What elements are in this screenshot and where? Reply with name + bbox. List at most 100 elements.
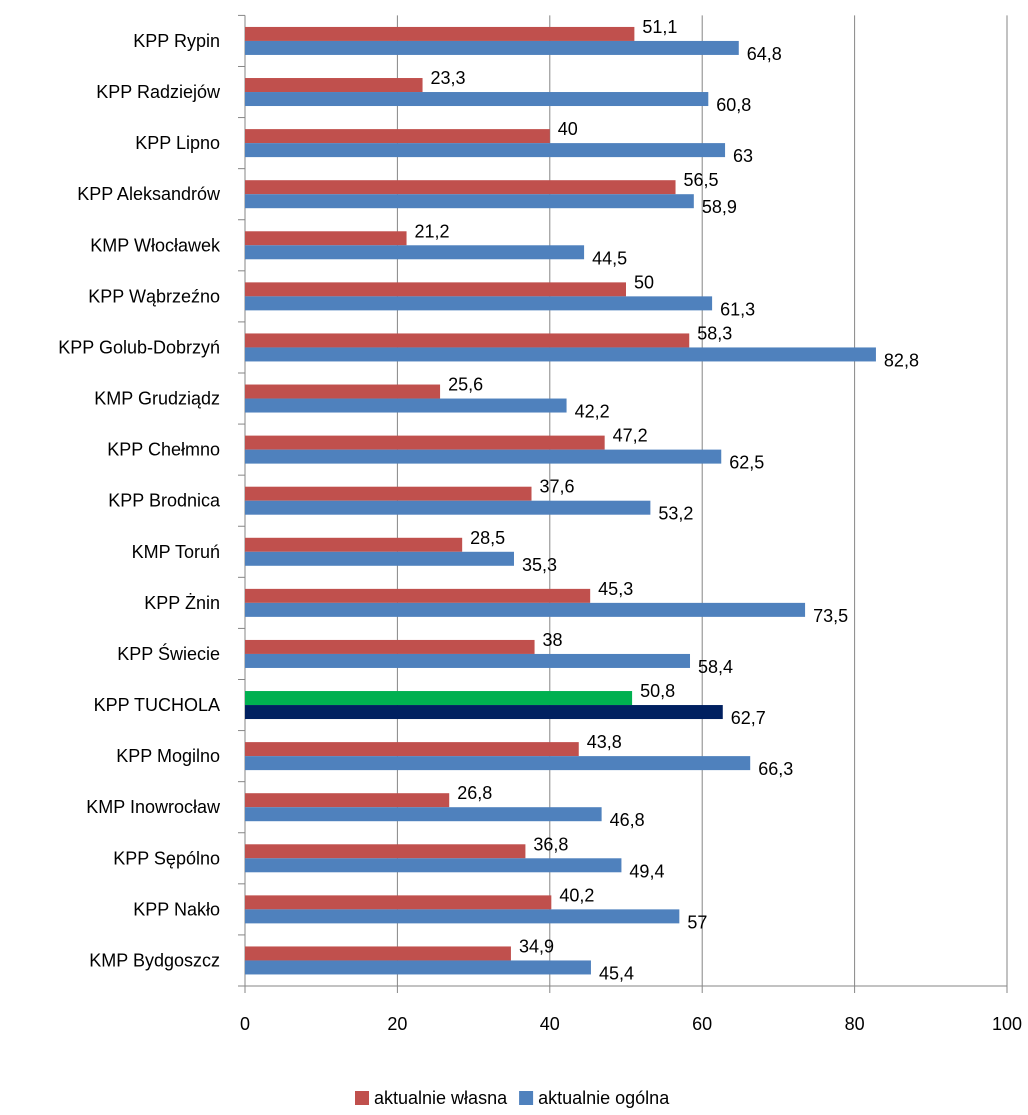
bar <box>245 895 552 910</box>
bar <box>245 705 723 720</box>
value-label: 26,8 <box>457 783 492 803</box>
y-tick-label: KPP Wąbrzeźno <box>88 286 220 306</box>
value-label: 56,5 <box>684 170 719 190</box>
bar <box>245 143 726 158</box>
legend-label: aktualnie własna <box>374 1088 508 1108</box>
bar <box>245 588 591 603</box>
y-tick-label: KPP Golub-Dobrzyń <box>58 337 220 357</box>
legend-label: aktualnie ogólna <box>538 1088 670 1108</box>
value-label: 25,6 <box>448 375 483 395</box>
bar <box>245 384 441 399</box>
value-label: 57 <box>687 912 707 932</box>
value-label: 36,8 <box>533 834 568 854</box>
legend-swatch <box>519 1091 534 1105</box>
value-label: 61,3 <box>720 299 755 319</box>
y-tick-label: KPP Radziejów <box>96 82 221 102</box>
value-label: 45,4 <box>599 963 634 983</box>
bar <box>245 245 585 260</box>
bar <box>245 639 535 654</box>
y-tick-label: KPP Nakło <box>133 899 220 919</box>
bar <box>245 333 690 348</box>
bar <box>245 398 567 413</box>
bar <box>245 500 651 515</box>
y-tick-label: KPP Chełmno <box>107 440 220 460</box>
bar <box>245 691 633 706</box>
value-label: 66,3 <box>758 759 793 779</box>
x-tick-label: 80 <box>845 1014 865 1034</box>
bar <box>245 653 691 668</box>
value-label: 46,8 <box>610 810 645 830</box>
y-tick-label: KMP Bydgoszcz <box>89 950 220 970</box>
value-label: 62,7 <box>731 708 766 728</box>
bar <box>245 449 722 464</box>
value-label: 60,8 <box>716 95 751 115</box>
bar <box>245 194 694 209</box>
y-tick-label: KMP Grudziądz <box>94 389 220 409</box>
value-label: 42,2 <box>575 402 610 422</box>
value-label: 21,2 <box>415 221 450 241</box>
value-label: 47,2 <box>613 426 648 446</box>
y-tick-label: KPP TUCHOLA <box>94 695 220 715</box>
bar <box>245 793 450 808</box>
bar <box>245 858 622 873</box>
value-label: 44,5 <box>592 248 627 268</box>
bar <box>245 26 635 41</box>
bar <box>245 180 676 195</box>
y-tick-label: KPP Aleksandrów <box>77 184 221 204</box>
value-label: 49,4 <box>629 861 664 881</box>
bar <box>245 92 709 107</box>
y-tick-label: KMP Inowrocław <box>86 797 221 817</box>
bar <box>245 909 680 924</box>
value-label: 38 <box>543 630 563 650</box>
value-label: 82,8 <box>884 350 919 370</box>
value-label: 40,2 <box>559 885 594 905</box>
bar <box>245 537 463 552</box>
value-label: 58,4 <box>698 657 733 677</box>
bar <box>245 756 751 771</box>
y-tick-label: KPP Świecie <box>117 643 220 664</box>
legend-swatch <box>355 1091 369 1105</box>
x-tick-label: 40 <box>540 1014 560 1034</box>
bar <box>245 960 591 975</box>
value-label: 51,1 <box>642 17 677 37</box>
y-tick-label: KPP Mogilno <box>116 746 220 766</box>
bar <box>245 807 602 822</box>
y-tick-label: KPP Brodnica <box>108 491 221 511</box>
bar <box>245 844 526 859</box>
x-tick-label: 60 <box>692 1014 712 1034</box>
bar <box>245 551 514 566</box>
bar <box>245 231 407 246</box>
value-label: 50 <box>634 272 654 292</box>
bar <box>245 78 423 93</box>
bar <box>245 602 806 617</box>
y-tick-label: KPP Sępólno <box>113 848 220 868</box>
bar <box>245 129 550 144</box>
value-label: 63 <box>733 146 753 166</box>
y-tick-label: KPP Lipno <box>135 133 220 153</box>
bar <box>245 742 579 757</box>
value-label: 43,8 <box>587 732 622 752</box>
y-tick-label: KPP Żnin <box>144 593 220 613</box>
bar <box>245 282 626 297</box>
y-tick-label: KMP Toruń <box>132 542 220 562</box>
value-label: 58,3 <box>697 323 732 343</box>
value-label: 23,3 <box>431 68 466 88</box>
value-label: 37,6 <box>540 477 575 497</box>
value-label: 73,5 <box>813 606 848 626</box>
x-tick-label: 0 <box>240 1014 250 1034</box>
value-label: 34,9 <box>519 936 554 956</box>
bar <box>245 435 605 450</box>
bar <box>245 40 739 55</box>
value-label: 28,5 <box>470 528 505 548</box>
y-tick-label: KPP Rypin <box>133 31 220 51</box>
value-label: 64,8 <box>747 44 782 64</box>
value-label: 50,8 <box>640 681 675 701</box>
x-tick-label: 100 <box>992 1014 1022 1034</box>
bar <box>245 486 532 501</box>
value-label: 62,5 <box>729 453 764 473</box>
bar <box>245 946 511 961</box>
bar <box>245 296 713 311</box>
value-label: 40 <box>558 119 578 139</box>
value-label: 35,3 <box>522 555 557 575</box>
